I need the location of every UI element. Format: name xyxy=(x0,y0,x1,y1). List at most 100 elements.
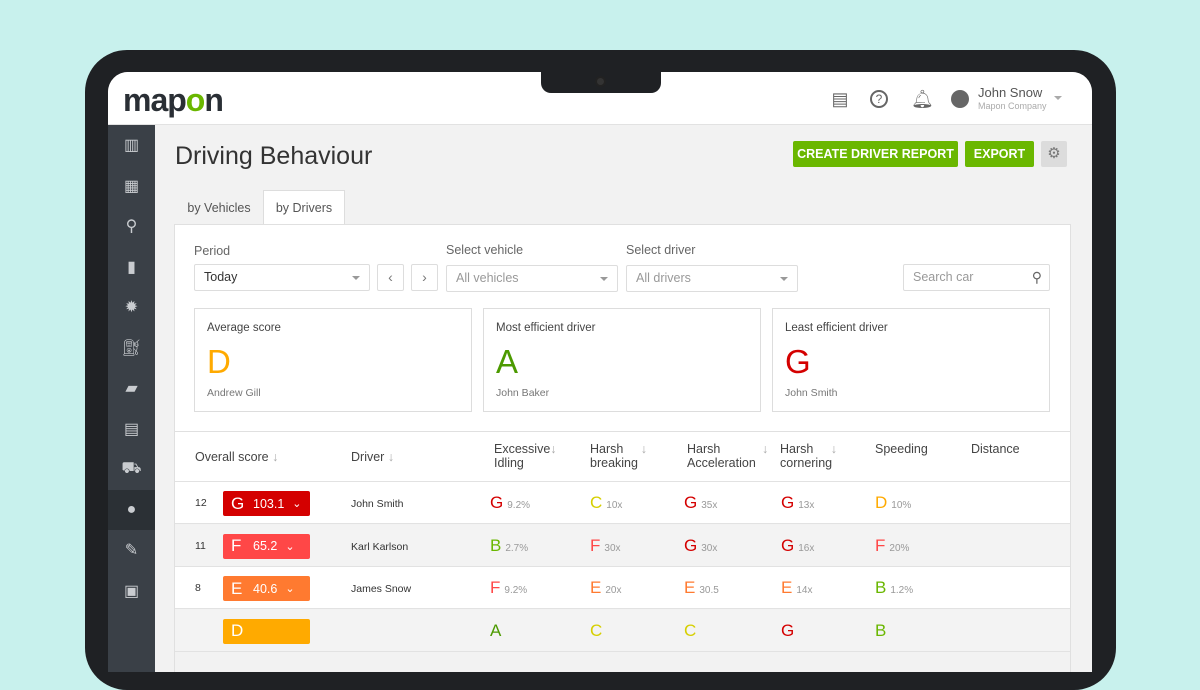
metric-grade: B xyxy=(875,620,887,640)
user-menu-caret-icon[interactable] xyxy=(1054,96,1062,104)
card-grade: G xyxy=(785,343,811,380)
metric-value: 20x xyxy=(605,585,622,596)
driver-select[interactable]: All drivers xyxy=(626,265,798,292)
metric-cell: E 14x xyxy=(781,578,812,598)
table-header: Overall score ↓ Driver ↓ Excessive↓ Idlin… xyxy=(175,432,1070,482)
metric-cell: B 1.2% xyxy=(875,578,913,598)
rank: 11 xyxy=(195,539,206,552)
driver-name[interactable]: John Smith xyxy=(351,498,404,510)
overall-score-badge[interactable]: E 40.6 ⌄ xyxy=(223,576,310,601)
table-row[interactable]: 11 F 65.2 ⌄ Karl Karlson B 2.7% F 30x G 30x G 16x F… xyxy=(175,524,1070,567)
least-efficient-card: Least efficient driver G John Smith xyxy=(772,308,1050,412)
fuel-icon[interactable]: ⛽︎ xyxy=(121,339,142,357)
chevron-down-icon: ⌄ xyxy=(292,498,302,510)
help-icon[interactable]: ? xyxy=(870,90,888,108)
metric-value: 30x xyxy=(604,542,621,554)
metric-grade: B xyxy=(875,578,887,597)
metric-value: 20% xyxy=(889,542,910,554)
chat-icon[interactable]: ▰ xyxy=(125,380,138,398)
search-icon[interactable]: ⚲ xyxy=(1031,269,1042,285)
tasks-icon[interactable]: ✎ xyxy=(124,542,139,560)
metric-value: 35x xyxy=(701,500,718,511)
metric-cell: G 35x xyxy=(684,493,717,513)
col-excessive-idling[interactable]: Excessive↓ Idling xyxy=(494,442,557,470)
col-driver[interactable]: Driver ↓ xyxy=(351,450,395,464)
metric-value: 1.2% xyxy=(890,585,914,596)
period-select[interactable]: Today xyxy=(194,264,370,291)
user-name[interactable]: John Snow xyxy=(978,85,1043,100)
driver-value: All drivers xyxy=(636,271,691,285)
chevron-down-icon xyxy=(780,277,788,285)
sidebar: ▥ ▦ ⚲ ▮ ✹ ⛽︎ ▰ ▤ ⛟ ● ✎ ▣ xyxy=(108,125,155,672)
clipboard-icon[interactable]: ▤ xyxy=(123,420,140,438)
calendar-icon[interactable]: ▣ xyxy=(123,582,140,600)
table-row[interactable]: 8 E 40.6 ⌄ James Snow F 9.2% E 20x E 30.5 E 14x B 1.… xyxy=(175,567,1070,609)
overall-score-badge[interactable]: D xyxy=(223,618,310,644)
col-harsh-acceleration[interactable]: Harsh ↓ Acceleration xyxy=(687,442,769,470)
grade: E xyxy=(231,578,243,598)
rank: 12 xyxy=(195,497,207,509)
document-icon[interactable]: ▮ xyxy=(127,258,136,276)
driver-name[interactable]: James Snow xyxy=(351,583,412,595)
metric-cell: G xyxy=(781,621,798,641)
previous-period-button[interactable]: ‹ xyxy=(377,264,404,291)
metric-cell: G 16x xyxy=(781,536,814,556)
next-period-button[interactable]: › xyxy=(411,264,438,291)
export-button[interactable]: EXPORT xyxy=(965,141,1034,167)
metric-grade: G xyxy=(490,493,504,512)
report-icon[interactable]: ▤ xyxy=(831,89,849,109)
vehicle-select[interactable]: All vehicles xyxy=(446,265,618,292)
metric-cell: F 9.2% xyxy=(490,578,527,598)
card-title: Average score xyxy=(207,322,281,334)
table-row[interactable]: 12 G 103.1 ⌄ John Smith G 9.2% C 10x G 35x G 13x D 1… xyxy=(175,482,1070,524)
metric-cell: F 30x xyxy=(590,536,621,556)
metric-value: 13x xyxy=(798,500,815,511)
metric-cell: C xyxy=(590,621,606,641)
metric-cell: B 2.7% xyxy=(490,536,528,556)
alert-icon[interactable]: ✹ xyxy=(124,299,139,317)
metric-grade: G xyxy=(781,535,795,555)
driver-icon[interactable]: ● xyxy=(108,489,155,530)
chevron-down-icon xyxy=(600,277,608,285)
metric-cell: G 30x xyxy=(684,536,717,556)
tab-by-vehicles[interactable]: by Vehicles xyxy=(187,200,251,215)
col-harsh-breaking[interactable]: Harsh ↓ breaking xyxy=(590,442,647,470)
score: 103.1 xyxy=(253,496,285,511)
overall-score-badge[interactable]: F 65.2 ⌄ xyxy=(223,533,310,559)
grade: D xyxy=(231,621,244,640)
driver-label: Select driver xyxy=(626,243,696,257)
most-efficient-card: Most efficient driver A John Baker xyxy=(483,308,761,412)
col-speeding[interactable]: Speeding xyxy=(875,442,928,456)
col-distance[interactable]: Distance xyxy=(971,442,1020,456)
metric-cell: E 30.5 xyxy=(684,578,719,598)
dashboard-icon[interactable]: ▦ xyxy=(123,177,140,195)
grade: G xyxy=(231,493,245,513)
bell-icon[interactable]: 🔔︎ xyxy=(911,89,934,109)
vehicle-value: All vehicles xyxy=(456,271,519,285)
metric-value: 10x xyxy=(606,500,623,511)
driver-name[interactable]: Karl Karlson xyxy=(351,540,409,553)
map-icon[interactable]: ▥ xyxy=(123,137,140,155)
card-grade: D xyxy=(207,343,231,380)
rank: 8 xyxy=(195,582,201,594)
card-driver: John Smith xyxy=(785,387,838,399)
card-title: Most efficient driver xyxy=(496,322,596,334)
mapon-logo[interactable]: mapon xyxy=(123,82,224,118)
metric-grade: G xyxy=(781,493,795,512)
search-car-input[interactable]: Search car ⚲ xyxy=(903,264,1050,291)
routes-icon[interactable]: ⚲ xyxy=(125,218,138,236)
col-harsh-cornering[interactable]: Harsh ↓ cornering xyxy=(780,442,837,470)
metric-value: 10% xyxy=(891,500,912,511)
settings-gear-icon[interactable]: ⚙ xyxy=(1041,141,1067,167)
col-overall-score[interactable]: Overall score ↓ xyxy=(195,450,279,464)
car-icon[interactable]: ⛟ xyxy=(121,460,142,478)
metric-grade: C xyxy=(684,620,697,640)
metric-cell: A xyxy=(490,621,505,641)
create-driver-report-button[interactable]: CREATE DRIVER REPORT xyxy=(793,141,958,167)
metric-cell: C 10x xyxy=(590,493,622,513)
metric-cell: C xyxy=(684,621,700,641)
user-avatar-icon[interactable] xyxy=(951,90,969,108)
overall-score-badge[interactable]: G 103.1 ⌄ xyxy=(223,491,310,516)
tab-by-drivers[interactable]: by Drivers xyxy=(263,190,345,225)
